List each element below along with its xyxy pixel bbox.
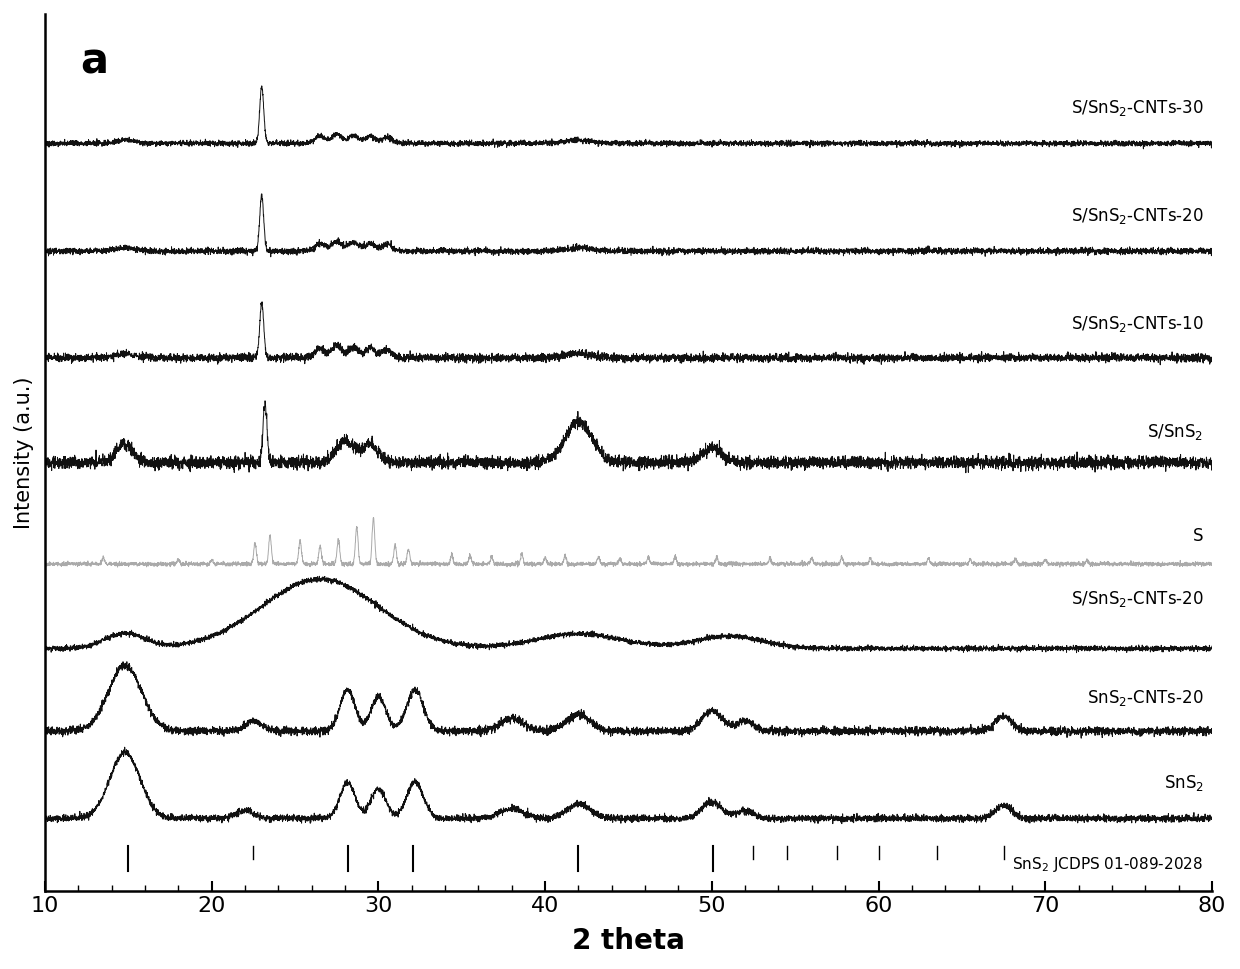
Text: SnS$_2$ JCDPS 01-089-2028: SnS$_2$ JCDPS 01-089-2028 [1013, 856, 1204, 874]
Text: S: S [1193, 527, 1204, 545]
Text: S/SnS$_2$-CNTs-30: S/SnS$_2$-CNTs-30 [1071, 99, 1204, 118]
Y-axis label: Intensity (a.u.): Intensity (a.u.) [14, 376, 33, 529]
X-axis label: 2 theta: 2 theta [572, 927, 684, 955]
Text: S/SnS$_2$-CNTs-20: S/SnS$_2$-CNTs-20 [1071, 589, 1204, 609]
Text: S/SnS$_2$-CNTs-10: S/SnS$_2$-CNTs-10 [1071, 314, 1204, 334]
Text: S/SnS$_2$: S/SnS$_2$ [1147, 422, 1204, 442]
Text: SnS$_2$-CNTs-20: SnS$_2$-CNTs-20 [1087, 688, 1204, 707]
Text: a: a [81, 40, 108, 82]
Text: SnS$_2$: SnS$_2$ [1163, 773, 1204, 794]
Text: S/SnS$_2$-CNTs-20: S/SnS$_2$-CNTs-20 [1071, 206, 1204, 227]
